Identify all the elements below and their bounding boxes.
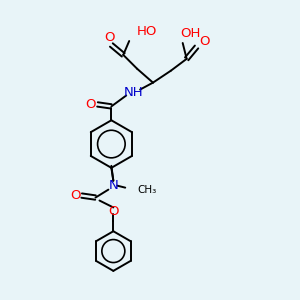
Text: HO: HO <box>137 25 158 38</box>
Text: O: O <box>85 98 96 111</box>
Text: CH₃: CH₃ <box>137 184 156 195</box>
Text: O: O <box>199 34 210 47</box>
Text: OH: OH <box>180 27 201 40</box>
Text: O: O <box>104 31 115 44</box>
Text: NH: NH <box>123 86 143 99</box>
Text: N: N <box>109 179 118 192</box>
Text: O: O <box>108 205 119 218</box>
Text: O: O <box>70 189 81 202</box>
